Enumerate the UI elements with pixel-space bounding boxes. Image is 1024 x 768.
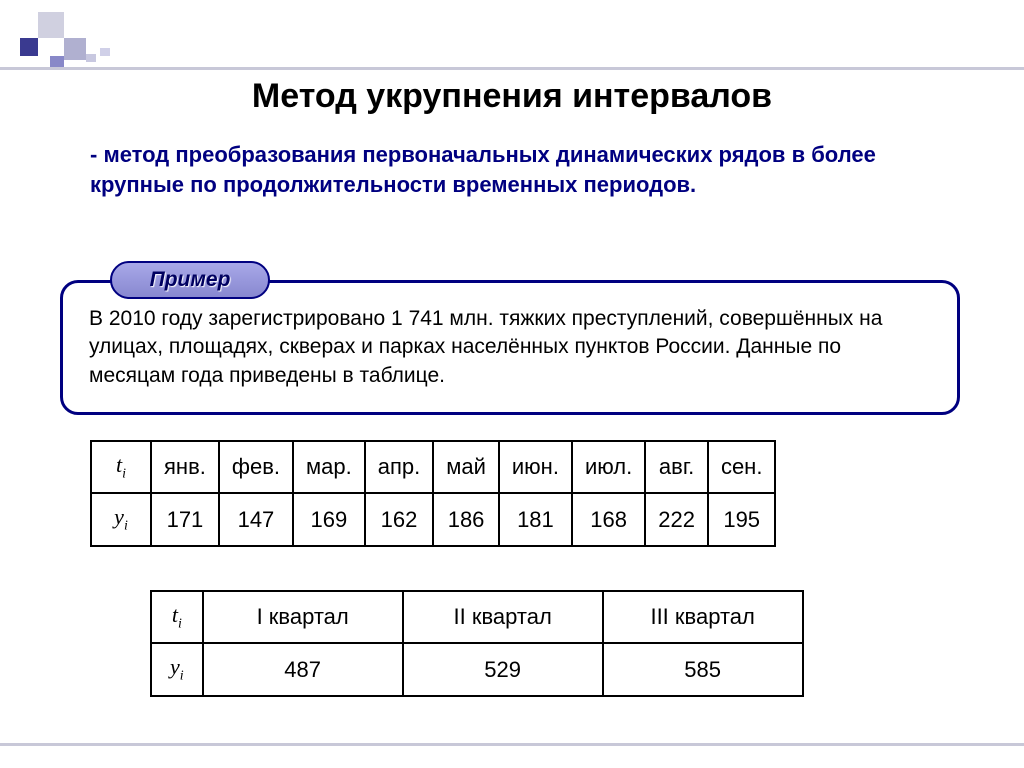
month-cell: янв. xyxy=(151,441,219,493)
month-cell: авг. xyxy=(645,441,708,493)
deco-square xyxy=(86,54,96,62)
months-table: ti янв. фев. мар. апр. май июн. июл. авг… xyxy=(90,440,776,547)
quarter-cell: II квартал xyxy=(403,591,603,643)
month-cell: фев. xyxy=(219,441,293,493)
month-cell: июн. xyxy=(499,441,572,493)
month-cell: сен. xyxy=(708,441,776,493)
value-cell: 181 xyxy=(499,493,572,545)
quarters-table: ti I квартал II квартал III квартал yi 4… xyxy=(150,590,804,697)
quarter-cell: III квартал xyxy=(603,591,803,643)
deco-square xyxy=(38,12,64,38)
value-cell: 186 xyxy=(433,493,499,545)
value-cell: 195 xyxy=(708,493,776,545)
example-text: В 2010 году зарегистрировано 1 741 млн. … xyxy=(89,307,882,387)
value-cell: 222 xyxy=(645,493,708,545)
deco-square xyxy=(64,38,86,60)
value-cell: 147 xyxy=(219,493,293,545)
quarter-cell: I квартал xyxy=(203,591,403,643)
row-header-t: ti xyxy=(91,441,151,493)
value-cell: 487 xyxy=(203,643,403,695)
row-header-y: yi xyxy=(151,643,203,695)
deco-square xyxy=(20,38,38,56)
page-title: Метод укрупнения интервалов xyxy=(0,77,1024,116)
value-cell: 171 xyxy=(151,493,219,545)
month-cell: июл. xyxy=(572,441,645,493)
bottom-divider xyxy=(0,743,1024,746)
value-cell: 169 xyxy=(293,493,365,545)
month-cell: май xyxy=(433,441,499,493)
row-header-t: ti xyxy=(151,591,203,643)
value-cell: 162 xyxy=(365,493,434,545)
table-row: ti I квартал II квартал III квартал xyxy=(151,591,803,643)
value-cell: 168 xyxy=(572,493,645,545)
table-row: ti янв. фев. мар. апр. май июн. июл. авг… xyxy=(91,441,775,493)
example-tag: Пример xyxy=(110,261,270,299)
top-divider xyxy=(0,67,1024,70)
row-header-y: yi xyxy=(91,493,151,545)
deco-square xyxy=(100,48,110,56)
table-row: yi 171 147 169 162 186 181 168 222 195 xyxy=(91,493,775,545)
month-cell: мар. xyxy=(293,441,365,493)
definition-text: - метод преобразования первоначальных ди… xyxy=(90,140,910,199)
example-box: В 2010 году зарегистрировано 1 741 млн. … xyxy=(60,280,960,415)
month-cell: апр. xyxy=(365,441,434,493)
value-cell: 529 xyxy=(403,643,603,695)
table-row: yi 487 529 585 xyxy=(151,643,803,695)
value-cell: 585 xyxy=(603,643,803,695)
